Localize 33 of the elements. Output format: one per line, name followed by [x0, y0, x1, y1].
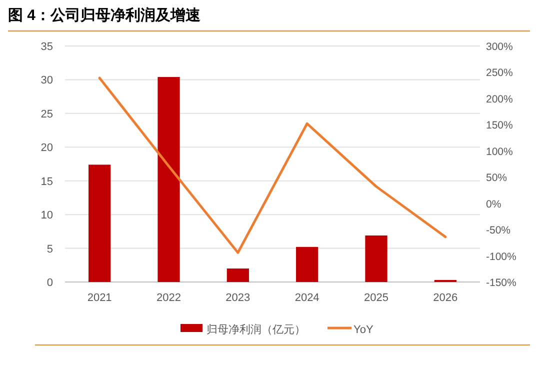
x-tick-label: 2021: [87, 292, 112, 304]
y-tick-label: 10: [40, 210, 53, 222]
bar: [226, 268, 249, 282]
y2-tick-label: -150%: [486, 277, 516, 289]
y-tick-label: 20: [40, 142, 53, 154]
y2-tick-label: 0%: [486, 198, 502, 210]
legend-label: YoY: [354, 324, 374, 336]
y2-tick-label: 200%: [486, 93, 513, 106]
y2-tick-label: 300%: [486, 41, 513, 53]
y-tick-label: 5: [46, 243, 53, 256]
y2-tick-label: 150%: [486, 120, 513, 132]
legend-label: 归母净利润（亿元）: [206, 323, 306, 336]
x-tick-label: 2022: [156, 292, 181, 304]
bar: [296, 246, 318, 282]
x-tick-label: 2026: [433, 292, 458, 304]
y-tick-label: 0: [46, 277, 53, 289]
y-tick-label: 30: [40, 74, 53, 87]
y2-tick-label: -100%: [486, 250, 516, 263]
x-tick-label: 2023: [226, 292, 250, 304]
bar: [158, 77, 180, 282]
y2-tick-label: 250%: [486, 67, 513, 80]
x-tick-label: 2024: [294, 292, 320, 304]
y-tick-label: 35: [40, 41, 53, 53]
chart-title: 图 4：公司归母净利润及增速: [8, 6, 202, 24]
line-series: [98, 76, 447, 254]
bar: [88, 164, 111, 282]
y-tick-label: 25: [40, 108, 53, 120]
y-tick-label: 15: [40, 176, 53, 188]
y2-tick-label: -50%: [486, 224, 511, 237]
y2-tick-label: 50%: [486, 172, 508, 184]
y2-tick-label: 100%: [486, 146, 513, 158]
bar: [365, 235, 388, 282]
x-tick-label: 2025: [364, 292, 388, 304]
